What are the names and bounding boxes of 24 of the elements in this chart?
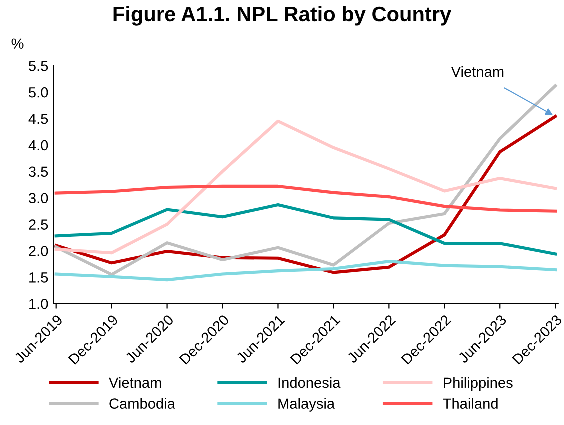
y-tick-label: 1.5 (30, 272, 48, 283)
legend-label: Philippines (444, 377, 513, 391)
y-tick-label: 1.0 (30, 298, 48, 310)
y-tick-label: 5.0 (29, 87, 48, 98)
line-series (54, 203, 558, 256)
y-tick-label: 2.0 (29, 246, 48, 256)
legend-label: Thailand (443, 398, 498, 409)
legend-label: Cambodia (110, 398, 176, 409)
y-tick-label: 3.0 (29, 193, 48, 204)
line-series (54, 120, 558, 255)
legend-label: Malaysia (278, 398, 336, 412)
y-tick-label: 5.5 (29, 61, 48, 72)
y-axis-title: % (12, 38, 24, 49)
line-series (54, 184, 558, 213)
legend-label: Indonesia (278, 377, 341, 388)
y-tick-label: 4.0 (28, 140, 48, 151)
line-series (54, 260, 558, 282)
chart-title: Figure A1.1. NPL Ratio by Country (114, 6, 452, 26)
y-tick-label: 2.5 (29, 220, 48, 230)
line-series (54, 84, 558, 276)
annotation: Vietnam (451, 66, 504, 78)
y-tick-label: 3.5 (29, 166, 48, 178)
y-tick-label: 4.5 (28, 114, 48, 124)
legend-label: Vietnam (109, 377, 162, 388)
